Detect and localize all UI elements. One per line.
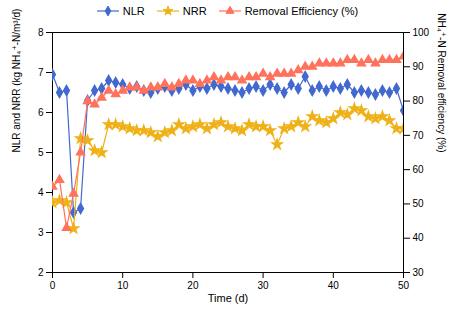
svg-text:60: 60	[413, 164, 425, 175]
svg-text:80: 80	[413, 95, 425, 106]
svg-text:NH₄⁺-N Removal efficiency (%): NH₄⁺-N Removal efficiency (%)	[436, 13, 447, 152]
svg-text:2: 2	[38, 267, 44, 278]
html-text:Removal Efficiency (%): Removal Efficiency (%)	[244, 5, 359, 17]
svg-text:5: 5	[38, 147, 44, 158]
html-text:NLR: NLR	[122, 5, 145, 17]
svg-text:8: 8	[38, 27, 44, 38]
svg-text:7: 7	[38, 67, 44, 78]
svg-text:10: 10	[117, 280, 129, 291]
svg-text:90: 90	[413, 61, 425, 72]
svg-text:3: 3	[38, 227, 44, 238]
svg-text:100: 100	[413, 27, 430, 38]
svg-text:6: 6	[38, 107, 44, 118]
svg-text:0: 0	[50, 280, 56, 291]
svg-text:50: 50	[413, 198, 425, 209]
svg-text:30: 30	[258, 280, 270, 291]
svg-text:50: 50	[398, 280, 410, 291]
svg-text:30: 30	[413, 267, 425, 278]
svg-text:40: 40	[328, 280, 340, 291]
html-text:NRR: NRR	[182, 5, 207, 17]
svg-text:40: 40	[413, 232, 425, 243]
svg-text:4: 4	[38, 187, 44, 198]
svg-text:NLR and NRR (kg NH₄⁺-N/m³/d): NLR and NRR (kg NH₄⁺-N/m³/d)	[11, 9, 22, 153]
svg-text:20: 20	[187, 280, 199, 291]
svg-text:Time (d): Time (d)	[208, 292, 249, 304]
svg-text:70: 70	[413, 130, 425, 141]
